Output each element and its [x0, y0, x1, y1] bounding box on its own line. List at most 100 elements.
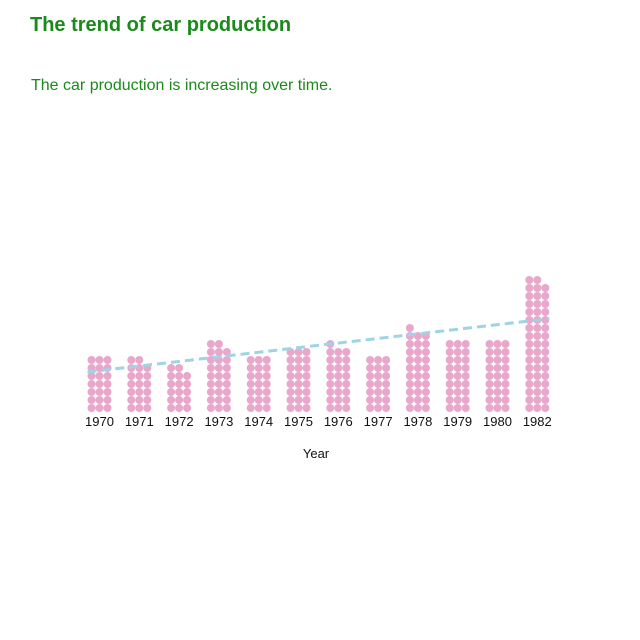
dot: [382, 404, 391, 412]
dot: [334, 396, 343, 404]
dot: [206, 340, 215, 348]
dot: [254, 388, 263, 396]
x-tick-label: 1975: [284, 414, 313, 429]
dot: [286, 356, 295, 364]
x-tick-label: 1976: [324, 414, 353, 429]
dot: [453, 388, 462, 396]
dot: [461, 364, 470, 372]
dot: [541, 404, 550, 412]
dot: [222, 372, 231, 380]
dot: [541, 308, 550, 316]
dot: [262, 380, 271, 388]
dot-bar-1982: [525, 276, 550, 412]
dot: [525, 276, 534, 284]
trend-line: [87, 317, 550, 374]
dot: [405, 364, 414, 372]
dot: [135, 372, 144, 380]
dot: [183, 396, 192, 404]
dot: [294, 356, 303, 364]
dot: [222, 364, 231, 372]
dot: [366, 396, 375, 404]
x-tick-label: 1978: [403, 414, 432, 429]
dot: [286, 372, 295, 380]
dot: [254, 364, 263, 372]
dot: [485, 348, 494, 356]
dot: [143, 380, 152, 388]
dot: [342, 388, 351, 396]
dot: [286, 380, 295, 388]
dot: [214, 340, 223, 348]
dot: [246, 396, 255, 404]
dot: [127, 356, 136, 364]
dot: [143, 396, 152, 404]
dot: [127, 404, 136, 412]
dot: [413, 364, 422, 372]
dot: [302, 388, 311, 396]
dot: [127, 396, 136, 404]
dot: [525, 348, 534, 356]
x-tick-label: 1982: [523, 414, 552, 429]
dot: [501, 356, 510, 364]
dot: [501, 348, 510, 356]
dot: [405, 404, 414, 412]
dot-bar-1979: [445, 340, 470, 412]
dots-layer: [87, 276, 550, 412]
dot: [175, 364, 184, 372]
dot: [262, 388, 271, 396]
dot: [493, 372, 502, 380]
dot: [183, 388, 192, 396]
x-tick-label: 1980: [483, 414, 512, 429]
dot: [445, 348, 454, 356]
dot: [541, 372, 550, 380]
dot: [254, 356, 263, 364]
dot: [533, 372, 542, 380]
dot: [445, 396, 454, 404]
dot: [167, 372, 176, 380]
dot: [262, 356, 271, 364]
dot: [262, 404, 271, 412]
dot: [525, 292, 534, 300]
dot: [485, 364, 494, 372]
dot: [214, 396, 223, 404]
dot: [485, 380, 494, 388]
dot: [525, 340, 534, 348]
dot: [206, 404, 215, 412]
dot: [525, 380, 534, 388]
dot: [214, 404, 223, 412]
dot: [541, 324, 550, 332]
x-tick-label: 1974: [244, 414, 273, 429]
dot: [95, 404, 104, 412]
dot-bar-1973: [206, 340, 231, 412]
dot-bar-1970: [87, 356, 112, 412]
dot: [95, 388, 104, 396]
dot: [286, 364, 295, 372]
dot: [405, 388, 414, 396]
dot: [533, 284, 542, 292]
dot: [294, 396, 303, 404]
x-tick-label: 1970: [85, 414, 114, 429]
dot-bar-1971: [127, 356, 152, 412]
dot-bar-1972: [167, 364, 192, 412]
dot: [262, 364, 271, 372]
dot: [294, 372, 303, 380]
dot-bar-1974: [246, 356, 271, 412]
dot: [334, 380, 343, 388]
dot: [326, 388, 335, 396]
dot: [453, 372, 462, 380]
dot: [525, 332, 534, 340]
dot: [95, 396, 104, 404]
dot: [525, 308, 534, 316]
dot: [143, 388, 152, 396]
dot: [366, 404, 375, 412]
dot-bar-1976: [326, 340, 351, 412]
dot: [95, 372, 104, 380]
dot: [342, 404, 351, 412]
dot: [262, 372, 271, 380]
dot: [405, 340, 414, 348]
dot: [302, 396, 311, 404]
dot: [246, 380, 255, 388]
dot: [533, 380, 542, 388]
dot: [103, 356, 112, 364]
chart-subtitle: The car production is increasing over ti…: [31, 77, 333, 94]
dot: [95, 380, 104, 388]
